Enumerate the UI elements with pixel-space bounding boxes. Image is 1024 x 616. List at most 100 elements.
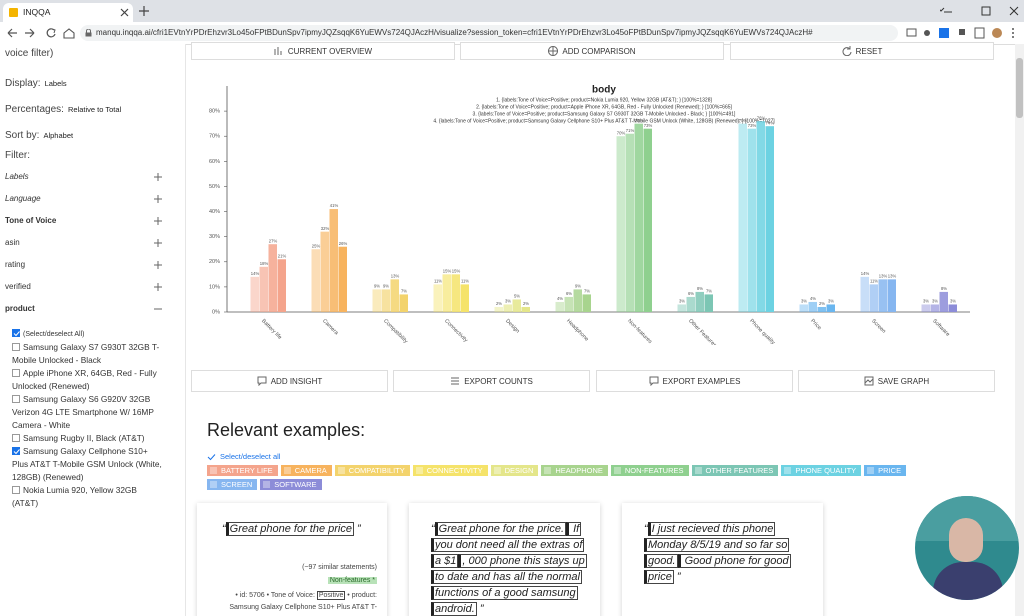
bar bbox=[765, 126, 774, 312]
tag-label: NON-FEATURES bbox=[624, 466, 684, 475]
product-option[interactable]: Samsung Galaxy Cellphone S10+ Plus AT&T … bbox=[12, 445, 164, 484]
tag[interactable]: SCREEN bbox=[207, 479, 258, 490]
data-label: 21% bbox=[278, 253, 287, 258]
checkbox[interactable] bbox=[12, 395, 20, 403]
action-button[interactable]: SAVE GRAPH bbox=[798, 370, 995, 392]
data-label: 8% bbox=[697, 286, 703, 291]
filter-label[interactable]: verified bbox=[5, 282, 31, 291]
data-label: 32% bbox=[321, 226, 330, 231]
data-label: 11% bbox=[870, 278, 878, 283]
filter-label[interactable]: Labels bbox=[5, 172, 29, 181]
action-button[interactable]: EXPORT COUNTS bbox=[393, 370, 590, 392]
tag[interactable]: OTHER FEATURES bbox=[691, 465, 779, 476]
tag[interactable]: CAMERA bbox=[280, 465, 332, 476]
bar bbox=[521, 306, 530, 312]
legend-entry: 3. {labels:Tone of Voice=Positive; produ… bbox=[473, 111, 736, 117]
active-tab[interactable]: INQQA bbox=[3, 3, 133, 22]
tag-label: HEADPHONE bbox=[555, 466, 603, 475]
tag[interactable]: COMPATIBILITY bbox=[334, 465, 410, 476]
tab-bar: INQQA bbox=[0, 0, 1024, 22]
tag[interactable]: HEADPHONE bbox=[541, 465, 608, 476]
action-button[interactable]: EXPORT EXAMPLES bbox=[596, 370, 793, 392]
expand-icon-shape bbox=[154, 195, 162, 203]
y-tick-label: 0% bbox=[212, 309, 220, 315]
tag[interactable]: SOFTWARE bbox=[260, 479, 322, 490]
filter-label[interactable]: Tone of Voice bbox=[5, 216, 57, 225]
toolbar-button[interactable]: RESET bbox=[730, 42, 994, 60]
bar bbox=[372, 289, 381, 312]
data-label: 8% bbox=[941, 286, 947, 291]
expand-icon[interactable] bbox=[153, 194, 163, 204]
filter-label[interactable]: rating bbox=[5, 260, 26, 269]
toolbar-button[interactable]: CURRENT OVERVIEW bbox=[191, 42, 455, 60]
action-icon bbox=[649, 376, 659, 386]
tag-swatch bbox=[283, 467, 291, 474]
extension-icons[interactable] bbox=[905, 26, 1020, 40]
filter-label[interactable]: Language bbox=[5, 194, 41, 203]
url-box[interactable]: manqu.inqqa.ai/cfri1EVtnYrPDrEhzvr3Lo45o… bbox=[80, 25, 898, 41]
new-tab[interactable] bbox=[139, 6, 149, 16]
product-option[interactable]: Samsung Galaxy S6 G920V 32GB Verizon 4G … bbox=[12, 393, 164, 432]
collapse-icon[interactable] bbox=[153, 304, 163, 314]
tab-close[interactable] bbox=[120, 8, 129, 17]
tag[interactable]: BATTERY LIFE bbox=[207, 465, 278, 476]
product-option[interactable]: Apple iPhone XR, 64GB, Red - Fully Unloc… bbox=[12, 367, 164, 393]
product-option[interactable]: Samsung Galaxy S7 G930T 32GB T-Mobile Un… bbox=[12, 341, 164, 367]
bar bbox=[948, 304, 957, 312]
checkbox[interactable] bbox=[12, 343, 20, 351]
nav-buttons[interactable] bbox=[6, 27, 76, 39]
data-label: 7% bbox=[584, 289, 590, 294]
expand-icon-shape bbox=[154, 173, 162, 181]
data-label: 27% bbox=[269, 238, 278, 243]
y-tick-label: 30% bbox=[209, 234, 220, 240]
bar bbox=[494, 306, 503, 312]
window-controls[interactable] bbox=[940, 2, 1024, 20]
tag[interactable]: CONNECTIVITY bbox=[412, 465, 488, 476]
toolbar-button[interactable]: ADD COMPARISON bbox=[460, 42, 724, 60]
filter-label[interactable]: product bbox=[5, 304, 35, 313]
product-option[interactable]: Samsung Rugby II, Black (AT&T) bbox=[12, 432, 164, 445]
expand-icon[interactable] bbox=[153, 172, 163, 182]
quote-text: “ bbox=[431, 523, 435, 535]
action-icon-shape bbox=[257, 376, 267, 386]
bar bbox=[503, 304, 512, 312]
expand-icon[interactable] bbox=[153, 260, 163, 270]
example-label: Non-features * bbox=[327, 577, 377, 584]
tag[interactable]: DESIGN bbox=[490, 465, 539, 476]
expand-icon[interactable] bbox=[153, 216, 163, 226]
product-options: (Select/deselect All) Samsung Galaxy S7 G… bbox=[12, 327, 164, 510]
tag[interactable]: PHONE QUALITY bbox=[781, 465, 862, 476]
example-quote: “I just recieved this phone Monday 8/5/1… bbox=[644, 521, 794, 585]
bar bbox=[329, 209, 338, 312]
sidebar-text: voice filter) bbox=[5, 48, 54, 59]
expand-icon[interactable] bbox=[153, 238, 163, 248]
data-label: 25% bbox=[312, 243, 321, 248]
data-label: 75% bbox=[635, 118, 644, 123]
toolbar-icon bbox=[842, 46, 852, 56]
expand-icon[interactable] bbox=[153, 282, 163, 292]
select-all[interactable]: Select/deselect all bbox=[207, 452, 280, 461]
highlighted-text: Great phone for the price bbox=[225, 522, 354, 536]
setting-row: Percentages: Relative to Total bbox=[5, 99, 121, 117]
product-option[interactable]: Nokia Lumia 920, Yellow 32GB (AT&T) bbox=[12, 484, 164, 510]
filter-label[interactable]: asin bbox=[5, 238, 20, 247]
scroll-thumb[interactable] bbox=[1016, 58, 1023, 118]
checkbox[interactable] bbox=[12, 369, 20, 377]
address-bar: manqu.inqqa.ai/cfri1EVtnYrPDrEhzvr3Lo45o… bbox=[0, 22, 1024, 45]
data-label: 6% bbox=[566, 291, 572, 296]
checkbox[interactable] bbox=[12, 434, 20, 442]
checkbox-checked[interactable] bbox=[12, 447, 20, 455]
checkbox-checked[interactable] bbox=[12, 329, 20, 337]
bar bbox=[677, 304, 686, 312]
bar bbox=[555, 301, 564, 312]
action-button[interactable]: ADD INSIGHT bbox=[191, 370, 388, 392]
scrollbar[interactable] bbox=[1015, 44, 1024, 616]
tag[interactable]: NON-FEATURES bbox=[610, 465, 689, 476]
tag[interactable]: PRICE bbox=[864, 465, 907, 476]
data-label: 3% bbox=[932, 299, 938, 304]
product-option[interactable]: (Select/deselect All) bbox=[12, 327, 164, 341]
checkbox[interactable] bbox=[12, 486, 20, 494]
data-label: 11% bbox=[434, 278, 442, 283]
data-label: 7% bbox=[706, 289, 712, 294]
